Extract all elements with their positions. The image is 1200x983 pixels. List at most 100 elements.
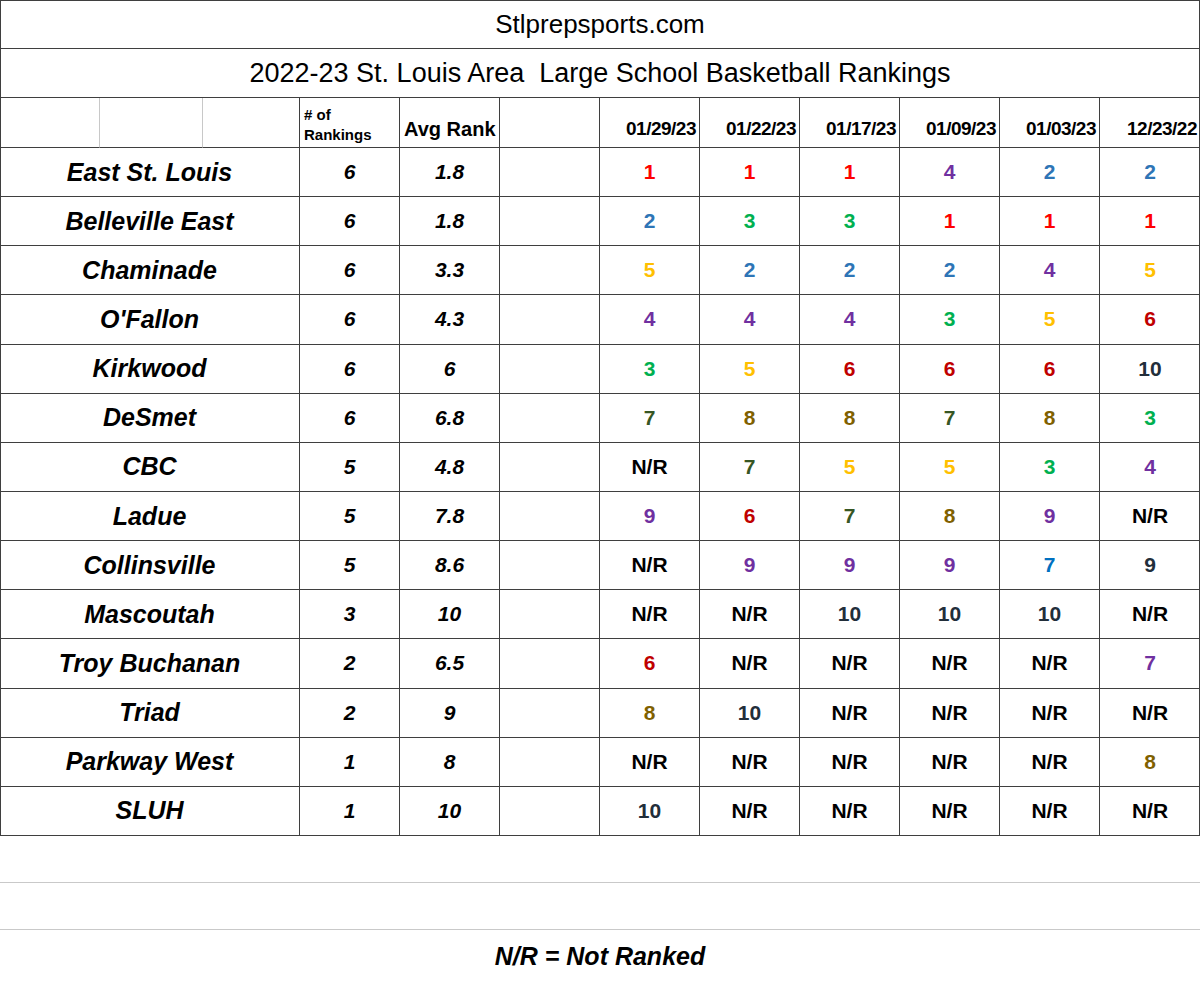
rank-cell: 4 [800, 295, 900, 344]
rank-cell: N/R [1100, 590, 1200, 639]
rank-cell: 2 [800, 246, 900, 295]
rank-cell: 4 [700, 295, 800, 344]
rank-cell: N/R [1100, 689, 1200, 738]
rank-cell: 3 [1100, 394, 1200, 443]
rank-cell: 10 [1000, 590, 1100, 639]
avg-rank-cell: 7.8 [400, 492, 500, 541]
rank-cell: 5 [600, 246, 700, 295]
rank-cell: 2 [1000, 148, 1100, 197]
rank-cell: 8 [1000, 394, 1100, 443]
rank-cell: N/R [600, 541, 700, 590]
rank-cell: N/R [600, 738, 700, 787]
rank-cell: N/R [1000, 689, 1100, 738]
rank-cell: 4 [900, 148, 1000, 197]
not-ranked-note: N/R = Not Ranked [0, 930, 1200, 983]
avg-rank-cell: 4.3 [400, 295, 500, 344]
spacer-cell [500, 148, 600, 197]
rank-cell: 6 [1100, 295, 1200, 344]
header-name-subcell [0, 98, 100, 148]
col-header-date-5: 12/23/22 [1100, 98, 1200, 148]
rank-cell: 8 [600, 689, 700, 738]
rank-cell: 8 [900, 492, 1000, 541]
num-rankings-cell: 6 [300, 197, 400, 246]
spacer-cell [500, 492, 600, 541]
num-rankings-cell: 2 [300, 639, 400, 688]
avg-rank-cell: 6.8 [400, 394, 500, 443]
avg-rank-cell: 1.8 [400, 197, 500, 246]
header-name-subcell [100, 98, 203, 148]
rank-cell: 6 [1000, 345, 1100, 394]
num-rankings-cell: 5 [300, 443, 400, 492]
avg-rank-cell: 10 [400, 787, 500, 836]
num-rankings-cell: 6 [300, 345, 400, 394]
rank-cell: 9 [800, 541, 900, 590]
rank-cell: 1 [900, 197, 1000, 246]
rank-cell: N/R [700, 787, 800, 836]
rank-cell: 10 [700, 689, 800, 738]
rank-cell: 3 [600, 345, 700, 394]
rank-cell: N/R [600, 443, 700, 492]
rank-cell: N/R [900, 689, 1000, 738]
rank-cell: 1 [700, 148, 800, 197]
rank-cell: 6 [700, 492, 800, 541]
rank-cell: 10 [900, 590, 1000, 639]
rank-cell: 6 [800, 345, 900, 394]
rank-cell: 8 [700, 394, 800, 443]
rank-cell: N/R [800, 639, 900, 688]
rank-cell: 3 [700, 197, 800, 246]
spacer-cell [500, 295, 600, 344]
school-name-cell: Mascoutah [0, 590, 300, 639]
num-rankings-cell: 6 [300, 394, 400, 443]
school-name-cell: SLUH [0, 787, 300, 836]
col-header-num-rankings-label: # of Rankings [304, 105, 376, 144]
rank-cell: N/R [800, 738, 900, 787]
rank-cell: 5 [800, 443, 900, 492]
col-header-date-1: 01/22/23 [700, 98, 800, 148]
rank-cell: N/R [900, 787, 1000, 836]
school-name-cell: Troy Buchanan [0, 639, 300, 688]
school-name-cell: Collinsville [0, 541, 300, 590]
rank-cell: 10 [600, 787, 700, 836]
rank-cell: 2 [900, 246, 1000, 295]
spacer-cell [500, 738, 600, 787]
rank-cell: N/R [1000, 639, 1100, 688]
avg-rank-cell: 9 [400, 689, 500, 738]
rank-cell: 1 [600, 148, 700, 197]
rank-cell: 6 [600, 639, 700, 688]
num-rankings-cell: 1 [300, 787, 400, 836]
rank-cell: 5 [700, 345, 800, 394]
rank-cell: 3 [900, 295, 1000, 344]
col-header-date-0: 01/29/23 [600, 98, 700, 148]
rank-cell: 7 [1000, 541, 1100, 590]
school-name-cell: CBC [0, 443, 300, 492]
avg-rank-cell: 6 [400, 345, 500, 394]
num-rankings-cell: 6 [300, 246, 400, 295]
col-header-avg-rank: Avg Rank [400, 98, 500, 148]
avg-rank-cell: 6.5 [400, 639, 500, 688]
empty-row [0, 836, 1200, 883]
avg-rank-cell: 10 [400, 590, 500, 639]
num-rankings-cell: 3 [300, 590, 400, 639]
num-rankings-cell: 2 [300, 689, 400, 738]
spacer-cell [500, 590, 600, 639]
school-name-cell: Kirkwood [0, 345, 300, 394]
rank-cell: 3 [1000, 443, 1100, 492]
col-header-date-2: 01/17/23 [800, 98, 900, 148]
col-header-date-4: 01/03/23 [1000, 98, 1100, 148]
school-name-cell: Parkway West [0, 738, 300, 787]
rank-cell: 9 [700, 541, 800, 590]
rank-cell: N/R [900, 738, 1000, 787]
rank-cell: 2 [1100, 148, 1200, 197]
avg-rank-cell: 8.6 [400, 541, 500, 590]
rank-cell: 7 [700, 443, 800, 492]
rank-cell: N/R [600, 590, 700, 639]
spacer-cell [500, 787, 600, 836]
rank-cell: 3 [800, 197, 900, 246]
num-rankings-cell: 6 [300, 148, 400, 197]
rank-cell: 4 [600, 295, 700, 344]
avg-rank-cell: 4.8 [400, 443, 500, 492]
school-name-cell: Chaminade [0, 246, 300, 295]
rank-cell: 7 [900, 394, 1000, 443]
rank-cell: 1 [1100, 197, 1200, 246]
rank-cell: 8 [800, 394, 900, 443]
